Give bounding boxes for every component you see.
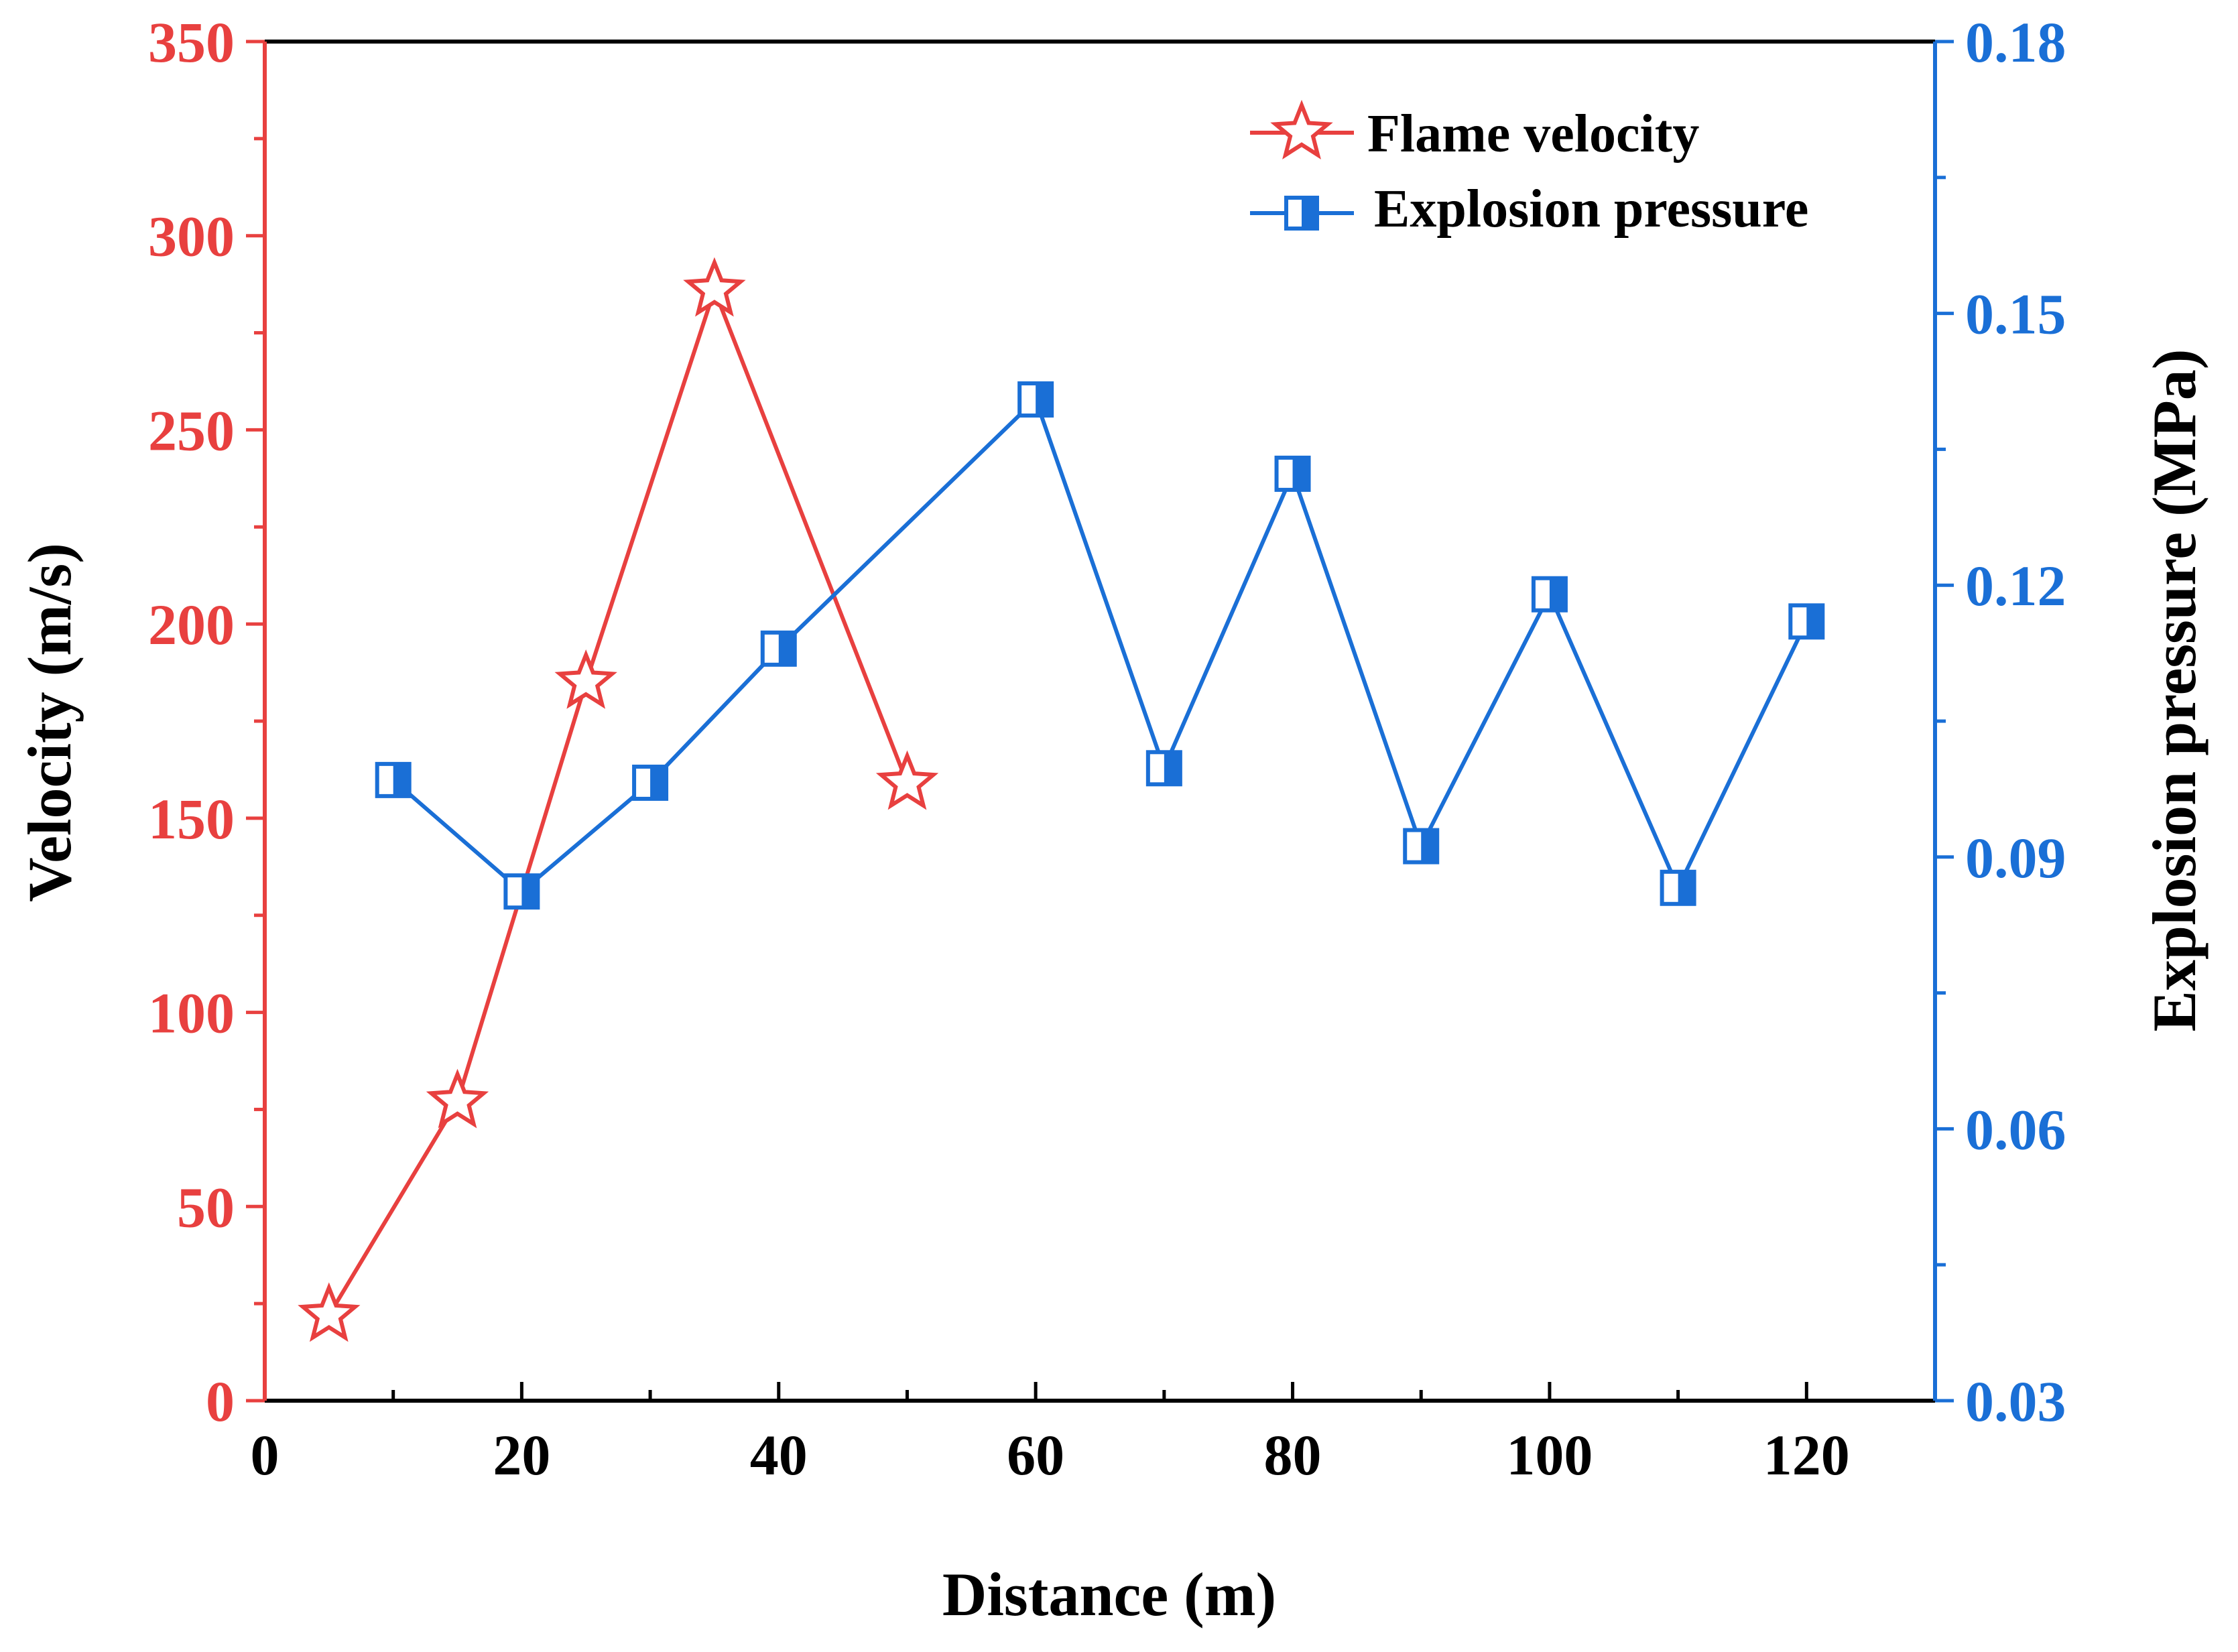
velocity-point [554, 649, 617, 709]
y2-tick-label: 0.09 [1965, 826, 2066, 890]
velocity-point [683, 257, 746, 317]
y2-tick-label: 0.15 [1965, 282, 2066, 346]
velocity-point [298, 1282, 361, 1342]
legend: Flame velocity Explosion pressure [1250, 99, 1808, 239]
x-tick-label: 40 [750, 1423, 808, 1487]
pressure-point [503, 873, 540, 910]
x-tick-label: 120 [1763, 1423, 1850, 1487]
pressure-point-fill [1421, 830, 1438, 863]
pressure-point [1274, 455, 1311, 492]
x-axis-label: Distance (m) [942, 1560, 1276, 1629]
axis-ticks: 0 20 40 60 80 100 120 0 50 100 150 200 250 300 350 0.03… [148, 10, 2066, 1487]
series-layer [298, 257, 1825, 1342]
y-tick-label: 200 [148, 592, 235, 657]
velocity-point [426, 1068, 489, 1129]
y-axis-label: Velocity (m/s) [15, 543, 84, 902]
y-tick-label: 50 [177, 1175, 235, 1239]
y2-tick-label: 0.12 [1965, 554, 2066, 618]
legend-velocity-label: Flame velocity [1367, 105, 1699, 164]
pressure-point [1531, 576, 1568, 613]
y-tick-label: 100 [148, 981, 235, 1045]
pressure-point-fill [1164, 752, 1180, 785]
pressure-point [632, 764, 669, 801]
legend-pressure-marker-fill [1302, 198, 1317, 229]
x-tick-label: 0 [251, 1423, 279, 1487]
y2-axis-label: Explosion pressure (MPa) [2140, 349, 2209, 1032]
pressure-point-fill [1292, 457, 1309, 490]
legend-pressure-label: Explosion pressure [1374, 180, 1808, 239]
pressure-point [1017, 381, 1054, 418]
pressure-point-fill [1036, 383, 1052, 416]
y-tick-label: 300 [148, 204, 235, 269]
pressure-point [375, 761, 412, 798]
pressure-point-fill [778, 632, 795, 665]
y-tick-label: 0 [206, 1369, 235, 1434]
pressure-point-fill [393, 763, 410, 796]
pressure-point-fill [1549, 578, 1566, 611]
pressure-point [1788, 603, 1825, 640]
y-tick-label: 350 [148, 10, 235, 74]
pressure-point [1145, 750, 1182, 787]
y2-tick-label: 0.06 [1965, 1097, 2066, 1161]
legend-velocity-marker [1270, 99, 1333, 160]
pressure-point [1403, 828, 1440, 865]
pressure-point-fill [1678, 871, 1694, 904]
x-tick-label: 20 [493, 1423, 550, 1487]
pressure-point-fill [650, 766, 667, 799]
pressure-point [1660, 869, 1696, 906]
velocity-point [875, 750, 939, 810]
x-tick-label: 80 [1264, 1423, 1322, 1487]
pressure-point-fill [521, 875, 538, 908]
y2-tick-label: 0.18 [1965, 10, 2066, 74]
pressure-point-fill [1806, 605, 1823, 638]
x-tick-label: 60 [1007, 1423, 1064, 1487]
y-tick-label: 150 [148, 787, 235, 851]
y2-tick-label: 0.03 [1965, 1369, 2066, 1434]
pressure-point [760, 630, 797, 667]
plot-area [265, 42, 1935, 1401]
y-tick-label: 250 [148, 398, 235, 462]
x-tick-label: 100 [1506, 1423, 1593, 1487]
